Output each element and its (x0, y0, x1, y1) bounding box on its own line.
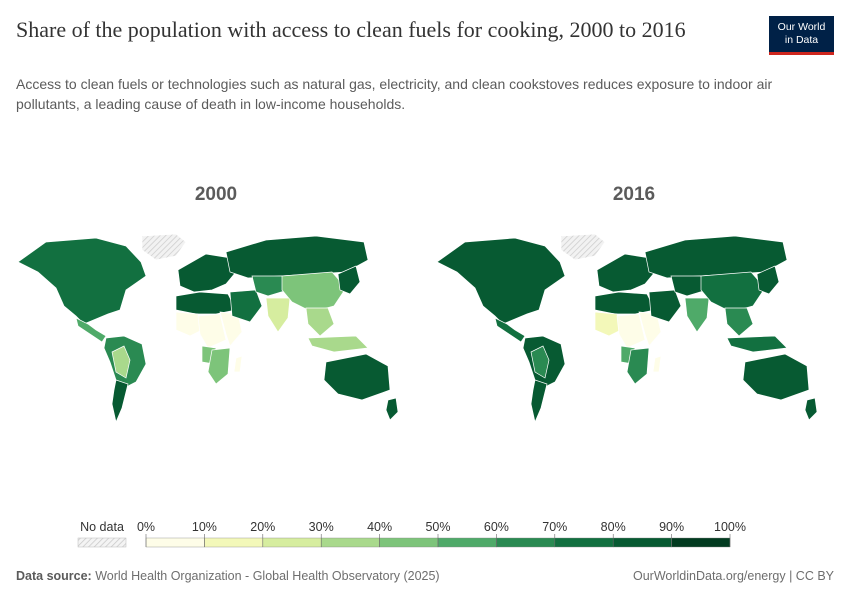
legend-bin-2 (262, 537, 322, 548)
region-japan-korea[interactable] (337, 265, 361, 295)
region-south-america-inner[interactable] (530, 345, 550, 379)
region-new-zealand[interactable] (804, 397, 818, 421)
legend-bin-6 (496, 537, 555, 548)
legend-tick-label: 80% (601, 520, 626, 534)
legend-tick-label: 90% (659, 520, 684, 534)
region-indonesia[interactable] (307, 335, 369, 353)
legend-no-data-swatch (77, 537, 127, 548)
region-greenland[interactable] (141, 233, 187, 261)
legend-tick-label: 10% (192, 520, 217, 534)
footer-source: Data source: World Health Organization -… (16, 569, 440, 583)
legend-bin-7 (554, 537, 614, 548)
region-north-africa[interactable] (594, 291, 656, 315)
owid-logo[interactable]: Our World in Data (769, 16, 834, 55)
source-label: Data source: (16, 569, 92, 583)
region-middle-east[interactable] (229, 289, 263, 323)
map-year-2000: 2000 (194, 184, 238, 205)
region-australia[interactable] (742, 353, 810, 401)
region-central-africa[interactable] (197, 313, 227, 349)
region-indonesia[interactable] (726, 335, 788, 353)
legend-bin-0 (145, 537, 205, 548)
legend-tick-label: 20% (250, 520, 275, 534)
legend-tick-label: 30% (309, 520, 334, 534)
region-madagascar[interactable] (652, 355, 662, 373)
region-west-africa[interactable] (594, 311, 622, 337)
region-europe[interactable] (177, 253, 237, 293)
region-china[interactable] (700, 271, 766, 313)
map-year-2016: 2016 (612, 184, 656, 205)
region-madagascar[interactable] (233, 355, 243, 373)
legend-bin-3 (320, 537, 380, 548)
region-middle-east[interactable] (648, 289, 682, 323)
chart-title: Share of the population with access to c… (16, 17, 686, 42)
source-text: World Health Organization - Global Healt… (95, 569, 440, 583)
legend-no-data-label: No data (80, 520, 124, 534)
region-southern-africa[interactable] (207, 347, 231, 385)
region-central-asia[interactable] (670, 275, 708, 297)
region-central-africa[interactable] (616, 313, 646, 349)
color-legend: No data 0% 10% 20% 30% 40% 50% 60% 70% 80% 90% 100… (77, 520, 746, 548)
region-central-asia[interactable] (251, 275, 289, 297)
region-new-zealand[interactable] (385, 397, 399, 421)
region-south-asia[interactable] (684, 297, 710, 333)
legend-bin-4 (379, 537, 439, 548)
region-north-america[interactable] (17, 237, 147, 325)
region-chile-argentina[interactable] (530, 379, 548, 424)
footer-url[interactable]: OurWorldinData.org/energy | CC BY (632, 569, 834, 583)
region-west-africa[interactable] (175, 311, 203, 337)
legend-tick-label: 40% (367, 520, 392, 534)
legend-tick-label: 70% (542, 520, 567, 534)
region-greenland[interactable] (560, 233, 606, 261)
region-japan-korea[interactable] (756, 265, 780, 295)
region-north-africa[interactable] (175, 291, 237, 315)
region-australia[interactable] (323, 353, 391, 401)
legend-bin-5 (437, 537, 497, 548)
region-north-america[interactable] (436, 237, 566, 325)
logo-line-2: in Data (784, 34, 819, 46)
legend-tick-label: 100% (714, 520, 746, 534)
region-southeast-asia[interactable] (305, 307, 335, 337)
legend-bin-1 (204, 537, 263, 548)
world-map-2000[interactable] (16, 232, 416, 432)
legend-bin-9 (671, 537, 731, 548)
chart-subtitle: Access to clean fuels or technologies su… (16, 76, 773, 112)
region-central-america[interactable] (494, 317, 526, 343)
region-chile-argentina[interactable] (111, 379, 129, 424)
region-south-asia[interactable] (265, 297, 291, 333)
region-central-america[interactable] (75, 317, 107, 343)
region-southern-africa[interactable] (626, 347, 650, 385)
region-china[interactable] (281, 271, 347, 313)
legend-bin-8 (613, 537, 672, 548)
region-europe[interactable] (596, 253, 656, 293)
region-southeast-asia[interactable] (724, 307, 754, 337)
logo-line-1: Our World (777, 21, 826, 33)
legend-tick-label: 60% (484, 520, 509, 534)
region-south-america-inner[interactable] (111, 345, 131, 379)
legend-tick-label: 50% (425, 520, 450, 534)
world-map-2016[interactable] (435, 232, 835, 432)
legend-tick-label: 0% (137, 520, 155, 534)
